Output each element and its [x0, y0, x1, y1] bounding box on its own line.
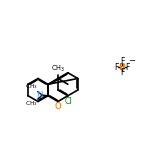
- Text: F: F: [120, 68, 124, 77]
- Text: Cl: Cl: [64, 97, 72, 105]
- Text: CH$_3$: CH$_3$: [24, 100, 37, 108]
- Text: F: F: [120, 57, 124, 66]
- Text: CH$_3$: CH$_3$: [24, 82, 37, 91]
- Text: F: F: [126, 62, 130, 71]
- Text: CH$_3$: CH$_3$: [51, 64, 65, 74]
- Text: F: F: [114, 62, 118, 71]
- Text: −: −: [128, 56, 135, 65]
- Text: O: O: [55, 102, 61, 111]
- Text: B: B: [119, 62, 125, 71]
- Text: N: N: [36, 91, 42, 100]
